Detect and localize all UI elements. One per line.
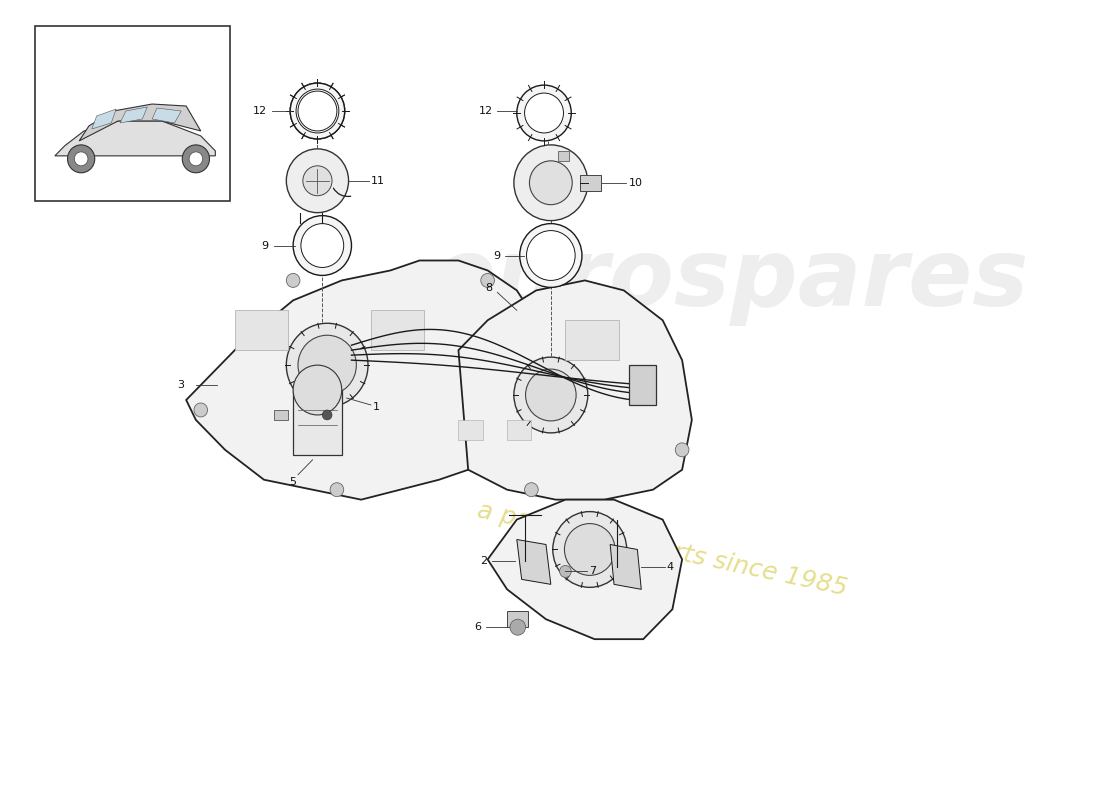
Polygon shape (610, 545, 641, 590)
Text: 12: 12 (478, 106, 493, 116)
Circle shape (514, 357, 587, 433)
Circle shape (302, 166, 332, 196)
Circle shape (330, 482, 343, 497)
Bar (35, 26, 230, 201)
Text: 7: 7 (588, 566, 596, 577)
Circle shape (560, 566, 571, 578)
Text: 3: 3 (177, 380, 184, 390)
Circle shape (67, 145, 95, 173)
Circle shape (183, 145, 209, 173)
Circle shape (194, 403, 208, 417)
Polygon shape (55, 121, 216, 156)
Bar (371, 310, 425, 350)
Circle shape (525, 93, 563, 133)
Polygon shape (186, 261, 537, 500)
Circle shape (286, 274, 300, 287)
Text: 1: 1 (373, 402, 380, 412)
Circle shape (290, 83, 344, 139)
Text: 9: 9 (262, 241, 268, 250)
Bar (274, 410, 288, 420)
Circle shape (481, 274, 494, 287)
Circle shape (290, 83, 344, 139)
Circle shape (293, 365, 342, 415)
Polygon shape (152, 108, 182, 123)
Circle shape (517, 85, 571, 141)
Circle shape (529, 161, 572, 205)
Circle shape (75, 152, 88, 166)
Circle shape (525, 482, 538, 497)
Polygon shape (487, 500, 682, 639)
Circle shape (286, 323, 368, 407)
Text: 6: 6 (474, 622, 481, 632)
Polygon shape (459, 281, 692, 500)
Circle shape (296, 89, 339, 133)
Circle shape (322, 410, 332, 420)
Circle shape (293, 216, 352, 275)
Polygon shape (120, 107, 147, 123)
Bar (558, 151, 570, 161)
Bar (507, 420, 531, 440)
Circle shape (514, 145, 587, 221)
Text: a passion for parts since 1985: a passion for parts since 1985 (475, 498, 850, 601)
Circle shape (564, 523, 615, 575)
Text: 4: 4 (667, 562, 673, 573)
Polygon shape (79, 104, 200, 141)
Bar (293, 390, 342, 455)
Text: 5: 5 (289, 477, 297, 486)
Text: 10: 10 (628, 178, 642, 188)
Bar (234, 310, 288, 350)
Text: eurospares: eurospares (432, 234, 1030, 326)
Text: 11: 11 (371, 176, 385, 186)
Circle shape (301, 224, 343, 267)
Polygon shape (517, 539, 551, 584)
Circle shape (298, 335, 356, 395)
Text: 2: 2 (481, 557, 487, 566)
Circle shape (189, 152, 202, 166)
Bar (507, 611, 528, 627)
Bar (580, 174, 602, 190)
Circle shape (510, 619, 526, 635)
Circle shape (526, 369, 576, 421)
Text: 8: 8 (485, 283, 493, 294)
Bar (628, 365, 656, 405)
Text: 9: 9 (493, 250, 500, 261)
Circle shape (286, 149, 349, 213)
Circle shape (527, 230, 575, 281)
Circle shape (519, 224, 582, 287)
Circle shape (298, 91, 337, 131)
Polygon shape (91, 109, 117, 129)
Text: 12: 12 (253, 106, 267, 116)
Bar (565, 320, 619, 360)
Circle shape (675, 443, 689, 457)
Bar (459, 420, 483, 440)
Circle shape (553, 512, 627, 587)
